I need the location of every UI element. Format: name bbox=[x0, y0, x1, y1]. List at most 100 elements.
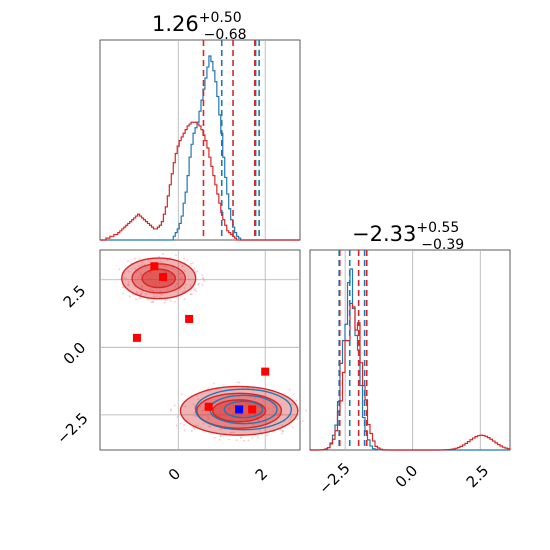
density-point bbox=[159, 290, 162, 293]
density-point bbox=[200, 426, 203, 429]
density-point bbox=[190, 430, 193, 432]
red-marker bbox=[261, 367, 270, 376]
red-marker bbox=[159, 273, 168, 282]
density-point bbox=[150, 301, 153, 303]
scatter-panel-bottom-left: 2.5 0.0 −2.5 0 2 bbox=[53, 249, 308, 484]
hist-panel-bottom-right: −2.33+0.55 −0.39 −2.5 0.0 2.5 bbox=[309, 220, 511, 498]
density-point bbox=[189, 284, 192, 287]
density-point bbox=[231, 431, 233, 434]
density-point bbox=[125, 277, 128, 279]
density-point bbox=[175, 424, 178, 427]
density-point bbox=[181, 393, 183, 396]
hist2-title-sup: +0.55 bbox=[416, 220, 459, 236]
hist2-xtick-label-neg2p5: −2.5 bbox=[315, 459, 353, 497]
density-point bbox=[118, 268, 121, 271]
density-point bbox=[141, 291, 144, 294]
density-point bbox=[257, 406, 259, 409]
blue-contour-inner bbox=[223, 400, 264, 419]
density-point bbox=[180, 272, 183, 275]
density-point bbox=[123, 277, 126, 279]
density-point bbox=[184, 283, 187, 286]
density-point bbox=[235, 439, 238, 442]
density-point bbox=[197, 398, 200, 401]
density-point bbox=[240, 413, 243, 415]
density-point bbox=[271, 410, 274, 413]
hist1-title-sub: −0.68 bbox=[204, 27, 247, 43]
density-point bbox=[229, 432, 232, 434]
density-point bbox=[257, 436, 259, 439]
hist1-frame bbox=[99, 39, 301, 241]
red-contour-mid bbox=[131, 263, 187, 294]
xtick-label-0: 0 bbox=[165, 465, 184, 484]
hist1-title: 1.26+0.50 −0.68 bbox=[152, 10, 247, 43]
density-point bbox=[157, 281, 160, 284]
density-point bbox=[236, 381, 239, 384]
hist2-title-main: −2.33 bbox=[352, 222, 416, 246]
density-point bbox=[152, 301, 154, 303]
density-point bbox=[119, 278, 122, 280]
density-point bbox=[183, 289, 186, 292]
density-point bbox=[173, 404, 176, 407]
density-point bbox=[194, 424, 197, 427]
hist2-xtick-labels: −2.5 0.0 2.5 bbox=[315, 459, 492, 497]
density-point bbox=[206, 415, 209, 418]
density-point bbox=[239, 436, 242, 439]
density-point bbox=[289, 418, 292, 421]
density-point bbox=[219, 428, 222, 431]
density-point bbox=[155, 295, 158, 297]
density-point bbox=[133, 257, 136, 260]
density-point bbox=[195, 290, 198, 292]
density-point bbox=[193, 428, 196, 431]
density-point bbox=[193, 288, 196, 291]
hist1-series-0 bbox=[100, 55, 300, 241]
density-point bbox=[264, 421, 267, 423]
density-point bbox=[149, 288, 151, 291]
hist-panel-top-left: 1.26+0.50 −0.68 bbox=[99, 10, 301, 241]
density-point bbox=[154, 283, 157, 285]
scatter-density-layer bbox=[118, 253, 308, 442]
hist2-title: −2.33+0.55 −0.39 bbox=[352, 220, 464, 253]
hist1-title-main: 1.26 bbox=[152, 12, 199, 36]
density-point bbox=[186, 258, 189, 261]
density-point bbox=[201, 284, 204, 286]
density-point bbox=[278, 412, 281, 415]
density-point bbox=[173, 300, 176, 303]
density-point bbox=[127, 260, 129, 263]
scatter-ytick-labels: 2.5 0.0 −2.5 bbox=[53, 282, 91, 448]
density-point bbox=[291, 426, 294, 429]
blue-contour-outer bbox=[194, 388, 293, 431]
density-point bbox=[213, 436, 216, 439]
density-point bbox=[208, 417, 211, 420]
density-point bbox=[213, 382, 216, 385]
density-point bbox=[135, 291, 138, 293]
density-point bbox=[166, 280, 169, 283]
density-point bbox=[201, 274, 204, 277]
hist2-series-0 bbox=[310, 268, 510, 451]
density-point bbox=[281, 424, 284, 427]
scatter-marker-layer bbox=[132, 262, 270, 414]
density-point bbox=[252, 423, 254, 426]
density-point bbox=[296, 418, 299, 420]
density-point bbox=[127, 283, 130, 286]
density-point bbox=[122, 286, 124, 289]
density-point bbox=[301, 420, 304, 423]
density-point bbox=[139, 278, 141, 281]
density-point bbox=[219, 435, 222, 438]
red-marker bbox=[150, 262, 159, 271]
density-point bbox=[233, 431, 236, 434]
red-marker bbox=[248, 405, 257, 414]
density-point bbox=[140, 274, 142, 276]
density-point bbox=[183, 298, 186, 301]
density-point bbox=[127, 270, 130, 273]
density-point bbox=[281, 432, 284, 435]
density-point bbox=[187, 278, 190, 280]
hist1-quantile-layer bbox=[202, 40, 260, 240]
ytick-label-0p0: 0.0 bbox=[60, 339, 90, 369]
density-point bbox=[147, 259, 150, 262]
density-point bbox=[247, 387, 249, 389]
red-marker bbox=[185, 314, 194, 323]
density-point bbox=[149, 277, 152, 280]
density-point bbox=[224, 425, 226, 427]
density-point bbox=[208, 425, 211, 428]
density-point bbox=[201, 409, 204, 412]
